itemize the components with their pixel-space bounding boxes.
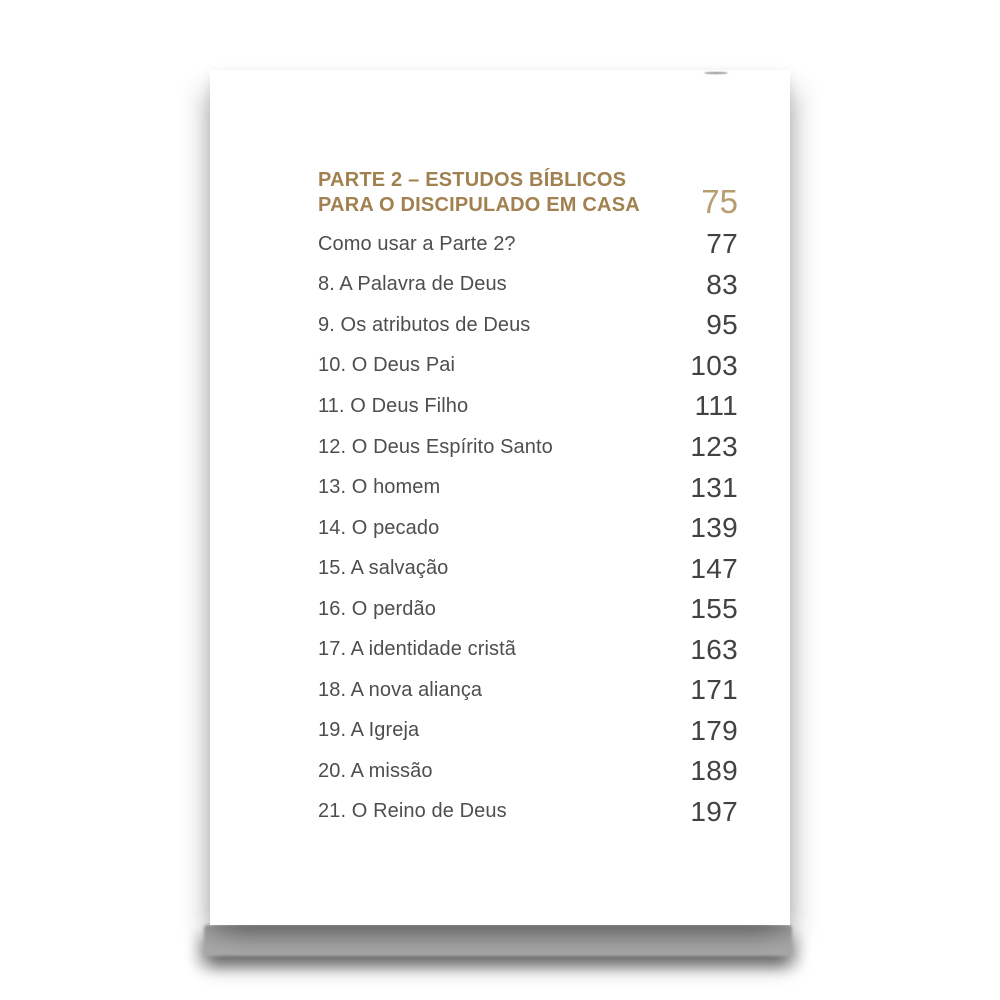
toc-row: 16. O perdão 155 [318,589,738,630]
toc-item-page-number: 147 [690,552,738,584]
toc-item-label: 18. A nova aliança [318,678,483,701]
toc-item-label: 11. O Deus Filho [318,394,469,417]
toc-item-label: 15. A salvação [318,557,449,580]
book-page: PARTE 2 – ESTUDOS BÍBLICOS PARA O DISCIP… [210,70,790,925]
toc-item-page-number: 103 [690,349,738,381]
toc-row: 13. O homem 131 [318,467,738,508]
page-curl-mark [704,72,728,74]
toc-row: 19. A Igreja 179 [318,711,738,752]
toc-row: 20. A missão 189 [318,751,738,792]
toc-item-page-number: 83 [706,268,738,300]
toc-item-page-number: 77 [706,228,738,260]
toc-item-page-number: 171 [690,674,738,706]
toc-row: 14. O pecado 139 [318,508,738,549]
toc-row: 10. O Deus Pai 103 [318,346,738,387]
toc-item-page-number: 123 [690,431,738,462]
toc-item-label: 10. O Deus Pai [318,354,456,377]
toc-item-page-number: 95 [706,309,738,341]
toc-row: 21. O Reino de Deus 197 [318,792,738,833]
toc-item-label: 16. O perdão [318,597,436,620]
toc-part-header: PARTE 2 – ESTUDOS BÍBLICOS PARA O DISCIP… [318,168,738,220]
table-of-contents: PARTE 2 – ESTUDOS BÍBLICOS PARA O DISCIP… [318,168,738,832]
toc-item-label: 21. O Reino de Deus [318,800,507,823]
toc-item-page-number: 163 [690,633,738,665]
toc-row: 15. A salvação 147 [318,548,738,589]
toc-item-label: 17. A identidade cristã [318,638,516,661]
toc-item-page-number: 197 [690,795,738,827]
book-bottom-edge [204,925,792,956]
toc-item-label: 12. O Deus Espírito Santo [318,435,553,458]
toc-item-label: 14. O pecado [318,516,440,539]
toc-item-page-number: 131 [690,471,738,503]
toc-row: 11. O Deus Filho 111 [318,386,738,427]
toc-item-label: Como usar a Parte 2? [318,232,516,255]
toc-row: 18. A nova aliança 171 [318,670,738,711]
part-page-number: 75 [701,183,738,220]
toc-row: 12. O Deus Espírito Santo 123 [318,427,738,468]
toc-item-label: 19. A Igreja [318,719,420,742]
toc-item-page-number: 179 [690,714,738,746]
part-title-line2: PARA O DISCIPULADO EM CASA [318,193,640,216]
toc-row: 8. A Palavra de Deus 83 [318,265,738,306]
toc-item-label: 13. O homem [318,476,441,499]
toc-item-label: 20. A missão [318,759,433,782]
toc-item-label: 8. A Palavra de Deus [318,273,507,296]
toc-item-page-number: 139 [690,512,738,544]
toc-row: Como usar a Parte 2? 77 [318,224,738,265]
toc-rows: Como usar a Parte 2? 77 8. A Palavra de … [318,224,738,832]
toc-row: 9. Os atributos de Deus 95 [318,305,738,346]
part-title-line1: PARTE 2 – ESTUDOS BÍBLICOS [318,169,627,191]
toc-row: 17. A identidade cristã 163 [318,629,738,670]
toc-item-label: 9. Os atributos de Deus [318,313,531,336]
toc-item-page-number: 155 [690,593,738,625]
toc-item-page-number: 189 [690,755,738,787]
toc-item-page-number: 111 [694,390,738,422]
